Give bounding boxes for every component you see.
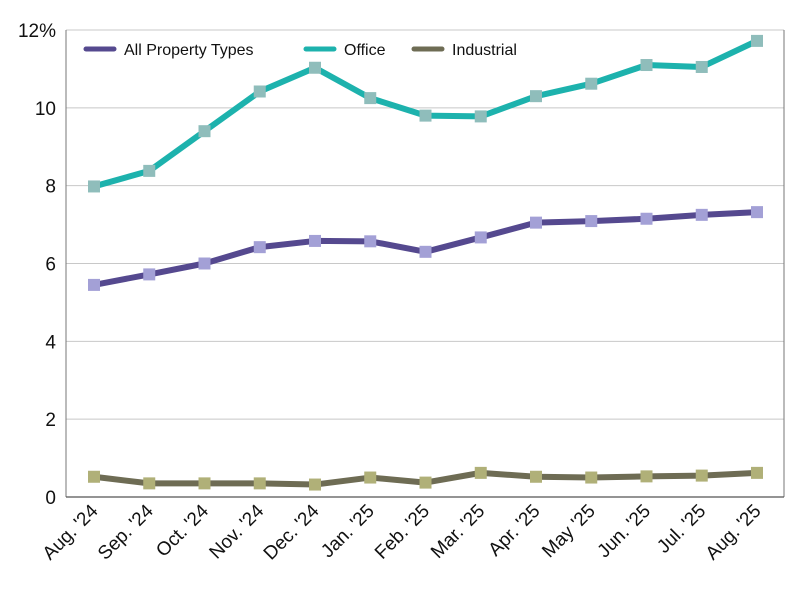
legend-label: All Property Types — [124, 42, 254, 59]
data-point-office — [640, 59, 653, 72]
data-point-industrial — [88, 470, 100, 483]
data-point-office — [88, 180, 100, 193]
data-point-industrial — [364, 471, 377, 484]
data-point-all-property-types — [530, 216, 542, 229]
data-point-office — [419, 109, 432, 122]
data-point-all-property-types — [695, 208, 708, 221]
data-point-office — [253, 85, 266, 98]
legend-item-all-property-types: All Property Types — [83, 42, 254, 59]
data-point-all-property-types — [585, 215, 598, 228]
data-point-all-property-types — [364, 235, 377, 248]
data-point-industrial — [419, 476, 432, 489]
series-all-property-types — [88, 206, 763, 291]
legend-item-industrial: Industrial — [411, 42, 517, 59]
data-point-all-property-types — [474, 231, 487, 244]
y-tick-label: 6 — [45, 255, 56, 276]
data-point-all-property-types — [640, 212, 653, 225]
x-tick-label: Sep. '24 — [94, 500, 158, 564]
x-tick-label: Feb. '25 — [371, 501, 434, 564]
data-point-industrial — [585, 471, 598, 484]
data-point-office — [530, 90, 542, 103]
data-point-industrial — [198, 477, 211, 490]
x-tick-label: Mar. '25 — [427, 501, 489, 563]
axes — [65, 30, 785, 498]
y-tick-labels: 0 2 4 6 8 10 12% — [18, 21, 56, 509]
data-point-office — [474, 110, 487, 123]
y-tick-label: 0 — [45, 488, 56, 509]
data-point-all-property-types — [198, 257, 211, 270]
x-tick-label: Dec. '24 — [260, 500, 324, 564]
data-point-industrial — [474, 466, 487, 479]
x-tick-label: Aug. '25 — [702, 501, 766, 565]
data-point-industrial — [309, 478, 321, 491]
y-tick-label: 8 — [45, 177, 56, 198]
data-point-office — [751, 34, 763, 47]
y-tick-label: 10 — [35, 99, 56, 120]
data-point-industrial — [253, 477, 266, 490]
y-tick-label: 2 — [45, 410, 56, 431]
grid-lines — [66, 29, 784, 420]
x-tick-label: Jun. '25 — [594, 501, 655, 562]
series-office — [88, 34, 763, 193]
data-point-all-property-types — [751, 206, 763, 219]
data-point-industrial — [695, 469, 708, 482]
data-point-office — [198, 125, 211, 138]
data-point-all-property-types — [143, 268, 156, 281]
x-tick-label: Apr. '25 — [485, 501, 545, 561]
data-point-office — [585, 77, 598, 90]
data-point-industrial — [640, 470, 653, 483]
data-point-industrial — [751, 466, 763, 479]
data-point-all-property-types — [309, 234, 321, 247]
series-industrial — [88, 466, 763, 491]
legend-item-office: Office — [303, 42, 386, 59]
data-point-industrial — [530, 470, 542, 483]
legend: All Property Types Office Industrial — [83, 42, 517, 59]
data-point-industrial — [143, 477, 156, 490]
data-point-all-property-types — [253, 241, 266, 254]
x-tick-label: Oct. '24 — [152, 500, 213, 561]
data-point-all-property-types — [419, 245, 432, 258]
legend-label: Office — [344, 42, 386, 59]
data-point-all-property-types — [88, 278, 100, 291]
data-point-office — [695, 60, 708, 73]
x-tick-label: Aug. '24 — [39, 500, 103, 564]
data-point-office — [364, 92, 377, 105]
y-tick-label: 4 — [45, 332, 56, 353]
legend-label: Industrial — [452, 42, 517, 59]
data-point-office — [309, 61, 321, 74]
y-tick-label: 12% — [18, 21, 56, 42]
series — [88, 34, 763, 491]
x-tick-label: Jan. '25 — [317, 501, 378, 562]
data-point-office — [143, 164, 156, 177]
x-tick-label: Nov. '24 — [206, 500, 269, 563]
x-tick-label: May '25 — [538, 501, 599, 562]
